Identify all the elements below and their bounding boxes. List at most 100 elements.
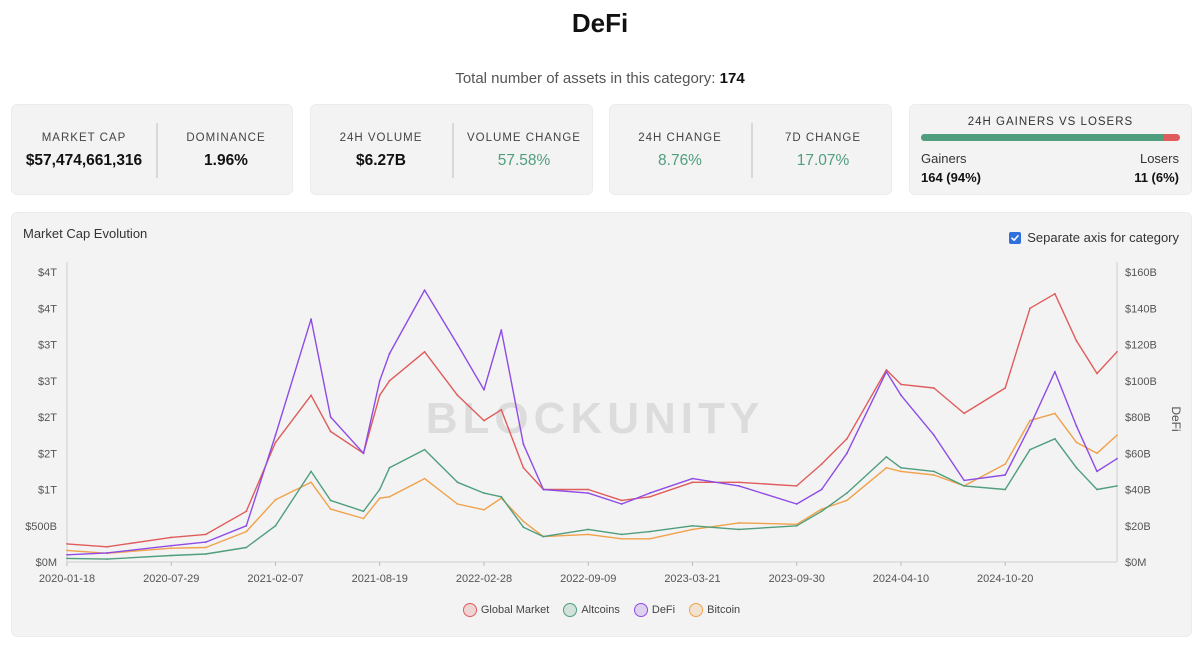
data-point — [620, 537, 623, 540]
data-point — [522, 520, 525, 523]
dominance-value: 1.96% — [204, 151, 248, 169]
data-point — [1054, 412, 1056, 415]
data-point — [933, 470, 935, 473]
data-point — [66, 553, 68, 556]
data-point — [362, 452, 365, 455]
market-cap-chart: BLOCKUNITY $0M $500B $1T $2T $2T $3T $3T $4T $4T… — [25, 262, 1183, 585]
legend-item-defi[interactable]: DeFi — [633, 603, 676, 617]
data-point — [648, 530, 651, 533]
legend-item-global-market[interactable]: Global Market — [462, 603, 550, 617]
data-point — [1096, 452, 1098, 455]
x-tick-label: 2022-09-09 — [560, 573, 616, 585]
data-point — [963, 479, 965, 482]
losers-value: 11 (6%) — [1134, 170, 1179, 185]
market-cap-stat: MARKET CAP $57,474,661,316 — [12, 105, 156, 196]
market-cap-label: MARKET CAP — [41, 131, 127, 144]
y-left-tick-label: $4T — [38, 267, 57, 279]
x-tick-label: 2022-02-28 — [456, 573, 512, 585]
data-point — [900, 466, 902, 469]
change-7d-label: 7D CHANGE — [784, 131, 862, 144]
legend-label: Altcoins — [581, 604, 620, 616]
data-point — [66, 549, 68, 552]
legend-swatch — [563, 603, 578, 617]
data-point — [738, 528, 740, 531]
data-point — [933, 387, 935, 389]
data-point — [500, 495, 503, 498]
data-point — [1004, 474, 1007, 476]
data-point — [885, 370, 888, 373]
asset-count: Total number of assets in this category:… — [0, 70, 1200, 87]
asset-count-label: Total number of assets in this category: — [455, 70, 716, 87]
data-point — [963, 485, 965, 487]
data-point — [362, 517, 365, 520]
data-point — [795, 485, 798, 487]
y-left-tick-label: $2T — [38, 448, 57, 460]
legend-swatch — [462, 603, 477, 617]
x-tick-label: 2021-08-19 — [352, 573, 408, 585]
data-point — [738, 481, 740, 484]
data-point — [423, 477, 426, 480]
legend-item-altcoins[interactable]: Altcoins — [563, 603, 620, 617]
data-point — [245, 524, 248, 527]
checkbox-checked-icon[interactable] — [1009, 231, 1022, 244]
data-point — [522, 466, 525, 469]
data-point — [820, 510, 823, 513]
data-point — [1116, 434, 1118, 436]
change-24h-value: 8.76% — [658, 151, 702, 169]
data-point — [423, 448, 426, 451]
card-divider — [751, 123, 753, 178]
legend-label: DeFi — [651, 604, 676, 616]
data-point — [423, 350, 426, 353]
data-point — [456, 503, 459, 505]
legend-label: Global Market — [480, 604, 550, 616]
data-point — [204, 553, 207, 555]
legend-item-bitcoin[interactable]: Bitcoin — [689, 603, 740, 617]
data-point — [500, 329, 503, 331]
separate-axis-toggle[interactable]: Separate axis for category — [1009, 230, 1179, 245]
gainers-value: 164 (94%) — [921, 170, 981, 185]
data-point — [648, 495, 651, 498]
data-point — [648, 537, 651, 540]
data-point — [900, 470, 902, 473]
y-left-tick-label: $1T — [38, 485, 57, 497]
y-right-tick-label: $20B — [1125, 521, 1151, 533]
data-point — [310, 481, 312, 484]
data-point — [846, 437, 848, 440]
data-point — [106, 552, 108, 554]
data-point — [329, 430, 332, 433]
chart-title: Market Cap Evolution — [23, 226, 148, 241]
data-point — [106, 558, 108, 560]
data-point — [378, 488, 381, 491]
data-point — [522, 526, 525, 529]
data-point — [388, 495, 391, 498]
data-point — [933, 474, 935, 476]
card-divider — [156, 123, 158, 178]
data-point — [456, 394, 459, 397]
y-left-tick-label: $2T — [38, 412, 57, 424]
data-point — [795, 503, 798, 505]
data-point — [900, 394, 902, 397]
data-point — [310, 470, 312, 473]
card-divider — [452, 123, 454, 178]
volume-card: 24H VOLUME $6.27B VOLUME CHANGE 57.58% — [310, 104, 593, 195]
volume-label: 24H VOLUME — [339, 131, 423, 144]
data-point — [738, 522, 740, 524]
data-point — [1054, 370, 1056, 373]
x-tick-label: 2020-07-29 — [143, 573, 199, 585]
data-point — [522, 443, 525, 446]
data-point — [310, 318, 312, 320]
page-title: DeFi — [571, 8, 629, 38]
y-right-tick-label: $0M — [1125, 557, 1146, 569]
data-point — [329, 416, 332, 418]
separate-axis-label: Separate axis for category — [1027, 230, 1179, 245]
data-point — [885, 466, 888, 469]
y-right-tick-label: $60B — [1125, 448, 1151, 460]
data-point — [820, 488, 823, 491]
data-point — [378, 497, 381, 500]
x-tick-label: 2024-10-20 — [977, 573, 1033, 585]
price-change-card: 24H CHANGE 8.76% 7D CHANGE 17.07% — [609, 104, 892, 195]
market-cap-card: MARKET CAP $57,474,661,316 DOMINANCE 1.9… — [11, 104, 293, 195]
data-point — [310, 394, 312, 397]
data-point — [846, 452, 848, 455]
data-point — [106, 545, 108, 548]
